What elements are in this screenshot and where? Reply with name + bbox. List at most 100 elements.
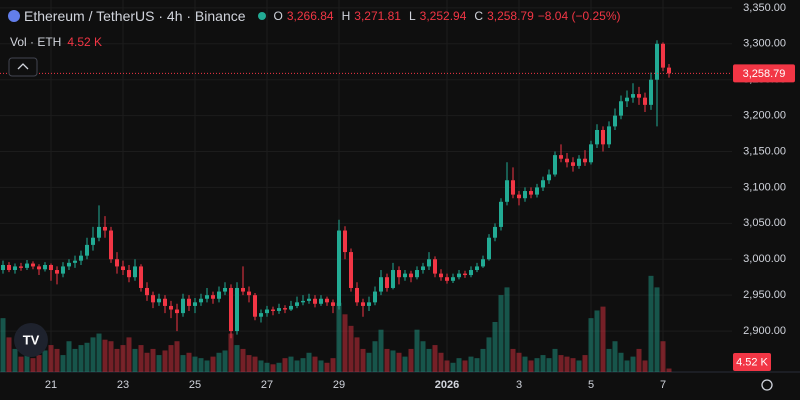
volume-bar <box>306 352 312 372</box>
x-tick-label: 29 <box>333 379 345 391</box>
candle-body <box>241 287 245 292</box>
volume-bar <box>84 342 90 372</box>
volume-bar <box>546 358 552 372</box>
volume-bar <box>510 348 516 372</box>
candle-body <box>259 313 263 317</box>
candle-body <box>157 298 161 303</box>
candle-body <box>181 298 185 314</box>
settings-button[interactable] <box>761 379 773 391</box>
candle-body <box>199 298 203 303</box>
volume-bar <box>180 355 186 372</box>
volume-bar <box>612 341 618 372</box>
volume-title: Vol · ETH <box>10 35 62 49</box>
candle-body <box>319 298 323 304</box>
volume-bar <box>228 333 234 372</box>
candle-body <box>529 191 533 195</box>
volume-bar <box>222 350 228 372</box>
tv-logo[interactable] <box>14 323 48 357</box>
volume-bar <box>216 352 222 372</box>
volume-bars <box>0 275 672 372</box>
candle-body <box>229 287 233 332</box>
candle-body <box>13 266 17 271</box>
volume-legend: Vol · ETH 4.52 K <box>10 35 102 49</box>
volume-bar <box>504 287 510 372</box>
candle-body <box>511 180 515 195</box>
volume-bar <box>468 356 474 372</box>
volume-bar <box>432 345 438 372</box>
candle-body <box>307 298 311 301</box>
volume-bar <box>174 341 180 372</box>
symbol-icon <box>8 10 20 22</box>
volume-bar <box>522 356 528 372</box>
volume-value: 4.52 K <box>67 35 103 49</box>
candle-body <box>577 158 581 166</box>
volume-bar <box>270 364 276 372</box>
volume-bar <box>330 358 336 372</box>
volume-bar <box>660 341 666 372</box>
candle-body <box>409 273 413 278</box>
candle-body <box>223 287 227 292</box>
candle-body <box>631 94 635 98</box>
candle-body <box>97 226 101 238</box>
candle-body <box>187 298 191 306</box>
candle-body <box>451 277 455 281</box>
candle-body <box>211 295 215 299</box>
y-tick-label: 3,300.00 <box>743 38 786 50</box>
volume-bar <box>438 352 444 372</box>
volume-bar <box>372 341 378 372</box>
volume-bar <box>294 360 300 372</box>
y-tick-label: 3,350.00 <box>743 2 786 14</box>
volume-bar <box>480 348 486 372</box>
candle-body <box>589 144 593 163</box>
candle-body <box>37 266 41 270</box>
candle-body <box>487 237 491 260</box>
volume-bar <box>132 348 138 372</box>
volume-bar <box>630 356 636 372</box>
volume-bar <box>120 345 126 372</box>
volume-bar <box>66 341 72 372</box>
x-tick-label: 27 <box>261 379 273 391</box>
candle-body <box>571 162 575 166</box>
collapse-icon <box>17 63 29 70</box>
volume-bar <box>48 345 54 372</box>
volume-bar <box>402 356 408 372</box>
volume-bar <box>552 348 558 372</box>
candle-body <box>205 295 209 299</box>
volume-bar <box>456 358 462 372</box>
candle-body <box>271 309 275 311</box>
candle-body <box>445 277 449 281</box>
volume-bar <box>42 350 48 372</box>
volume-bar <box>186 352 192 372</box>
x-tick-label: 23 <box>117 379 129 391</box>
volume-bar <box>204 360 210 372</box>
candle-body <box>175 309 179 314</box>
volume-bar <box>192 356 198 372</box>
volume-bar <box>312 356 318 372</box>
volume-bar <box>60 355 66 372</box>
candle-body <box>121 266 125 271</box>
candle-body <box>163 298 167 306</box>
candle-body <box>169 305 173 310</box>
volume-box <box>733 353 771 371</box>
volume-bar <box>72 348 78 372</box>
volume-bar <box>618 352 624 372</box>
volume-bar <box>126 337 132 372</box>
candle-body <box>427 259 431 267</box>
tv-logo-mark: TV <box>23 332 40 347</box>
volume-bar <box>108 341 114 372</box>
volume-bar <box>558 355 564 372</box>
volume-bar <box>264 362 270 372</box>
high-value: 3,271.81 <box>354 9 401 23</box>
volume-bar <box>588 318 594 372</box>
candle-body <box>43 264 47 270</box>
x-tick-label: 3 <box>516 379 522 391</box>
volume-bar <box>150 348 156 372</box>
last-price-box <box>733 64 795 83</box>
volume-bar <box>0 318 6 372</box>
candle-body <box>457 273 461 278</box>
collapse-button[interactable] <box>8 57 38 77</box>
volume-bar <box>168 345 174 372</box>
candle-body <box>643 97 647 105</box>
candle-body <box>115 259 119 267</box>
